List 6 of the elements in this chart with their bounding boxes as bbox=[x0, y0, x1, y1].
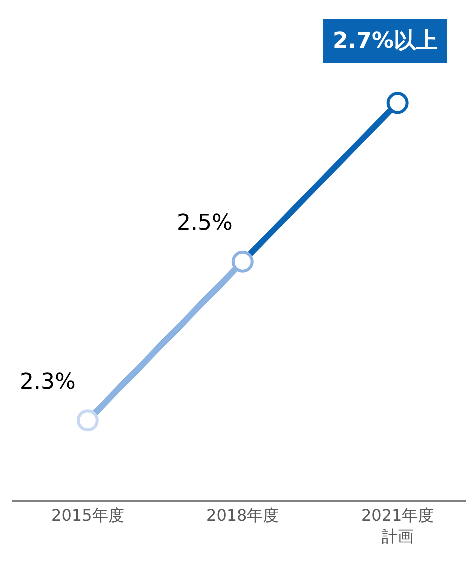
data-label: 2.3% bbox=[20, 370, 76, 395]
x-tick-label: 2018年度 bbox=[206, 506, 280, 525]
data-label: 2.7%以上 bbox=[333, 29, 438, 54]
x-tick-label: 2021年度計画 bbox=[361, 506, 434, 546]
data-label: 2.5% bbox=[177, 211, 233, 236]
x-tick-label: 2015年度 bbox=[52, 506, 124, 525]
